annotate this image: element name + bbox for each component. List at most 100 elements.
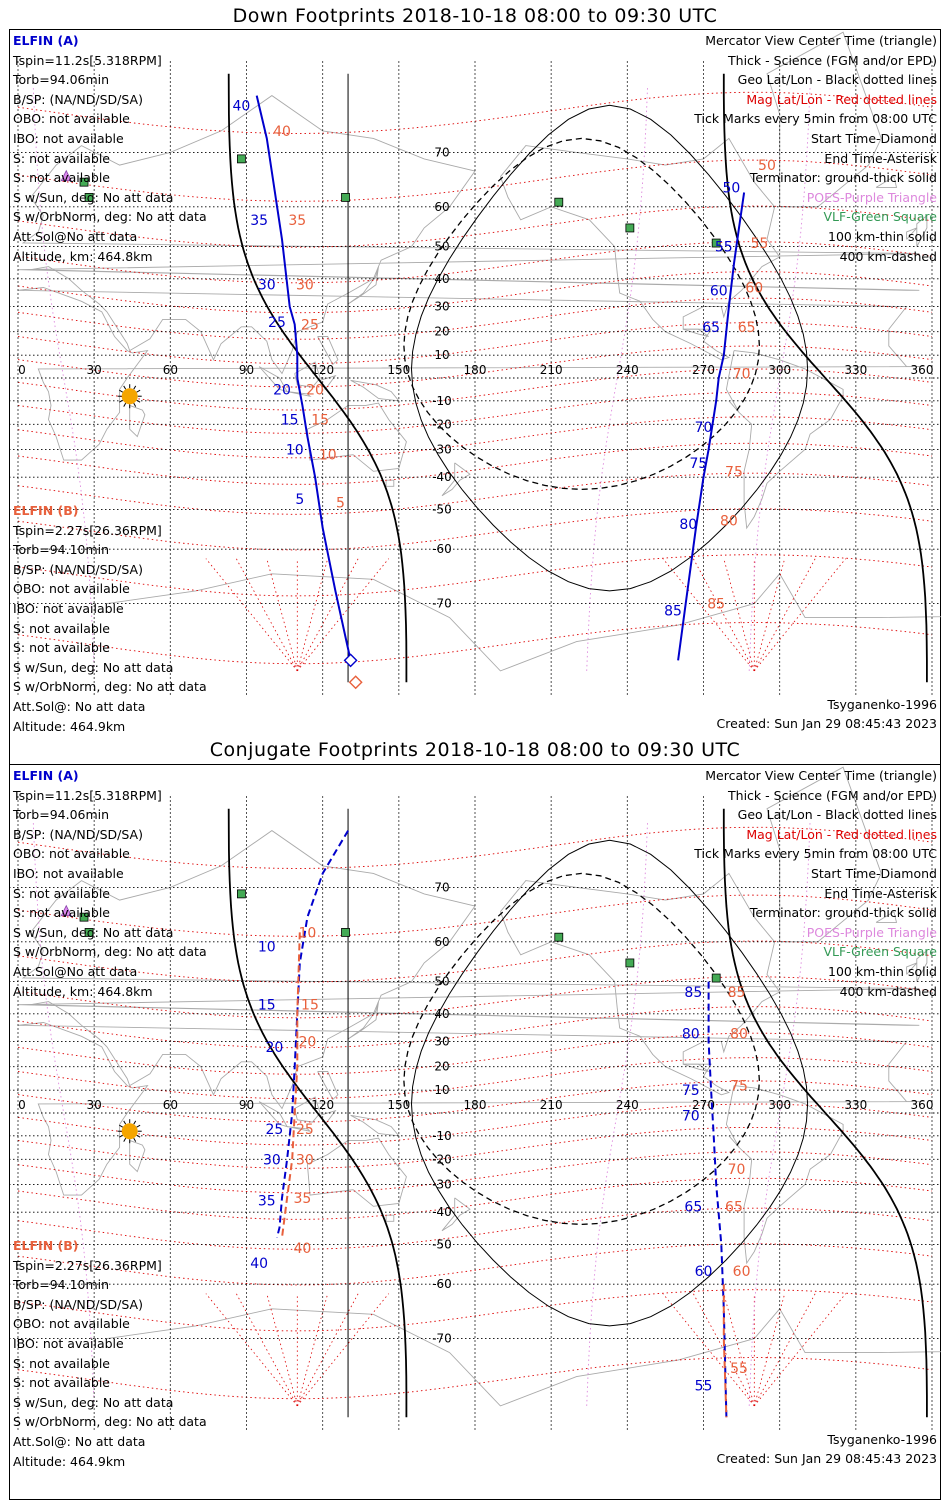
track-tick-label: 15	[311, 413, 329, 429]
vlf-square-icon	[84, 193, 94, 202]
lat-tick-label: 60	[434, 200, 449, 214]
track-tick-label: 40	[293, 1241, 311, 1257]
geo-grid	[9, 796, 941, 1430]
lon-tick-label: 270	[692, 1098, 715, 1112]
down-footprints-panel: 0 30 60 90 120 150 180 210 240 270 300 330 360 70 60 50…	[9, 29, 941, 765]
lat-tick-label: 70	[434, 880, 449, 894]
axis-labels: 0 30 60 90 120 150 180 210 240 270 300 330 360 70 60 50…	[18, 145, 933, 610]
legend-mercator: Mercator View Center Time (triangle)	[705, 768, 937, 783]
track-tick-label: 65	[725, 1199, 743, 1215]
vlf-square-icon	[79, 177, 89, 187]
elfin-b-s-orbnorm: S w/OrbNorm, deg: No att data	[13, 1414, 207, 1430]
track-tick-label: 20	[306, 382, 324, 398]
mag-lon-line	[235, 1293, 298, 1407]
elfin-b-info: ELFIN (B) Tspin=2.27s[26.36RPM] Torb=94.…	[13, 1236, 207, 1471]
sun-icon	[117, 384, 142, 409]
legend-vlf: VLF-Green Square	[823, 209, 937, 225]
coastline	[441, 1197, 471, 1232]
coastline	[683, 1063, 709, 1072]
elfin-a-obo: OBO: not available	[13, 846, 130, 862]
track-tick-label: 20	[299, 1035, 317, 1051]
coastline	[916, 214, 928, 247]
coastline	[17, 830, 920, 1110]
terminator-100km	[410, 839, 809, 1327]
track-tick-label: 70	[728, 1162, 746, 1178]
track-tick-label: 35	[293, 1191, 311, 1207]
coastline	[350, 379, 400, 402]
elfin-a-info: ELFIN (A) Tspin=11.2s[5.318RPM] Torb=94.…	[13, 31, 207, 266]
legend-100km: 100 km-thin solid	[828, 963, 937, 979]
lat-tick-label: 70	[434, 145, 449, 159]
legend-vlf: VLF-Green Square	[823, 944, 937, 960]
lon-tick-label: 60	[163, 1098, 178, 1112]
lat-tick-label: -40	[432, 470, 452, 484]
elfin-a-altitude: Altitude, km: 464.8km	[13, 248, 153, 264]
legend-start: Start Time-Diamond	[810, 130, 937, 146]
mag-lon-line	[662, 1293, 755, 1407]
coastline	[350, 1114, 400, 1137]
vlf-square-icon	[711, 238, 721, 248]
coastline	[906, 962, 918, 975]
elfin-a-attsol: Att.Sol@No att data	[13, 228, 138, 244]
track-tick-label: 70	[695, 420, 713, 436]
elfin-a-s2: S: not available	[13, 170, 110, 186]
elfin-b-s-orbnorm: S w/OrbNorm, deg: No att data	[13, 679, 207, 695]
lon-tick-label: 210	[540, 363, 563, 377]
elfin-a-s-orbnorm: S w/OrbNorm, deg: No att data	[13, 944, 207, 960]
legend-100km: 100 km-thin solid	[828, 228, 937, 244]
coastline	[347, 1001, 379, 1040]
track-tick-label: 55	[715, 240, 733, 256]
vlf-square-icon	[554, 197, 564, 207]
track-segment	[276, 830, 349, 1238]
coastline	[875, 175, 898, 188]
sun-ray	[119, 389, 124, 393]
mag-lon-line	[296, 558, 329, 672]
coastline	[306, 1137, 407, 1207]
lat-tick-label: -70	[432, 597, 452, 611]
elfin-b-name: ELFIN (B)	[13, 1238, 79, 1253]
lat-tick-label: 40	[434, 272, 449, 286]
mag-lon-line	[235, 558, 298, 672]
track-tick-label: 30	[296, 1152, 314, 1168]
created-label: Created: Sun Jan 29 08:45:43 2023	[716, 1451, 937, 1466]
track-tick-label: 20	[266, 1040, 284, 1056]
track-tick-label: 65	[684, 1199, 702, 1215]
elfin-b-track: 40 35 30 25 20 15 10 5 50 55 60 65 70 75 80 85	[273, 124, 776, 613]
elfin-a-tspin: Tspin=11.2s[5.318RPM]	[13, 52, 162, 68]
down-footprints-title: Down Footprints 2018-10-18 08:00 to 09:3…	[232, 5, 718, 27]
lat-tick-label: 50	[434, 975, 449, 989]
coastline	[306, 402, 407, 472]
elfin-b-obo: OBO: not available	[13, 1316, 130, 1332]
lat-tick-label: 10	[434, 348, 449, 362]
lat-tick-label: -70	[432, 1332, 452, 1346]
mag-lon-line	[266, 558, 298, 672]
lat-tick-label: 50	[434, 240, 449, 254]
track-tick-label: 80	[682, 1027, 700, 1043]
elfin-a-ibo: IBO: not available	[13, 865, 124, 881]
geo-grid	[9, 61, 941, 695]
model-label: Tsyganenko-1996	[827, 1432, 937, 1447]
coastline	[317, 336, 339, 366]
coastline	[499, 137, 781, 361]
elfin-a-tspin: Tspin=11.2s[5.318RPM]	[13, 787, 162, 803]
elfin-b-ibo: IBO: not available	[13, 1335, 124, 1351]
track-tick-label: 60	[745, 281, 763, 297]
mag-lon-line	[296, 558, 390, 672]
lon-tick-label: 300	[768, 1098, 791, 1112]
track-tick-label: 75	[725, 464, 743, 480]
track-tick-label: 15	[281, 413, 299, 429]
track-tick-label: 60	[733, 1264, 751, 1280]
mag-lon-line	[296, 1293, 390, 1407]
legend-terminator: Terminator: ground-thick solid	[749, 170, 937, 186]
lon-tick-label: 30	[87, 363, 102, 377]
lat-tick-label: -20	[432, 417, 452, 431]
coastline	[106, 1308, 941, 1407]
terminator-100km	[410, 104, 809, 592]
elfin-a-obo: OBO: not available	[13, 111, 130, 127]
mag-lon-line	[753, 558, 786, 672]
lat-tick-label: -10	[432, 1129, 452, 1143]
track-tick-label: 70	[682, 1108, 700, 1124]
lon-tick-label: 360	[911, 1098, 934, 1112]
legend-mercator: Mercator View Center Time (triangle)	[705, 33, 937, 48]
sun-ray	[133, 1120, 137, 1125]
